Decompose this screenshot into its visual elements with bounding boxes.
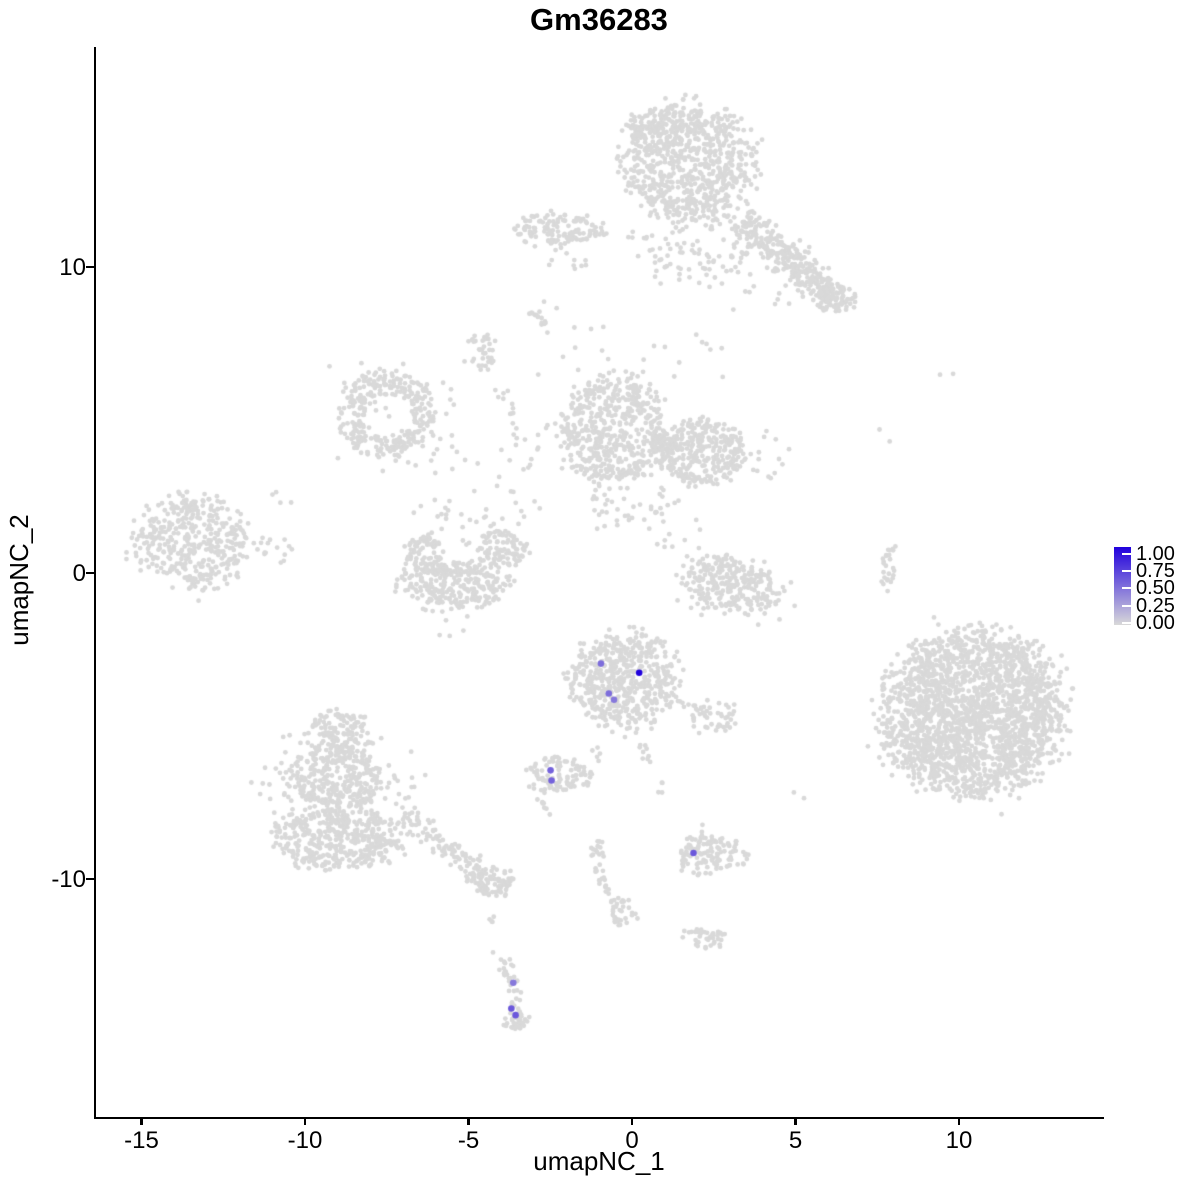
legend-tick-mark [1122, 570, 1131, 573]
legend-tick-mark [1122, 587, 1131, 590]
y-tick-mark [86, 877, 94, 881]
y-tick-mark [86, 265, 94, 269]
plot-title: Gm36283 [530, 2, 668, 37]
x-tick-label: -15 [124, 1127, 159, 1154]
x-tick-label: -5 [457, 1127, 480, 1154]
legend-tick-mark [1122, 553, 1131, 555]
x-tick-mark [467, 1117, 470, 1125]
x-tick-mark [630, 1117, 634, 1125]
legend-tick-label: 0.50 [1136, 577, 1175, 600]
y-tick-label: 10 [59, 254, 86, 281]
legend-tick-label: 0.75 [1136, 560, 1175, 583]
legend-tick-label: 0.00 [1136, 611, 1175, 634]
x-tick-label: -10 [287, 1127, 323, 1154]
legend-tick-mark [1122, 621, 1131, 624]
x-tick-mark [303, 1117, 307, 1125]
legend-tick-mark [1122, 604, 1131, 607]
y-tick-label: -10 [51, 866, 86, 893]
y-axis-label: umapNC_2 [4, 514, 34, 646]
x-tick-label: 10 [945, 1127, 973, 1154]
x-axis-label: umapNC_1 [533, 1146, 665, 1176]
legend-tick-label: 0.25 [1136, 594, 1175, 617]
x-tick-mark [794, 1117, 797, 1125]
legend-tick-label: 1.00 [1136, 543, 1175, 565]
x-tick-mark [140, 1117, 143, 1125]
x-axis-line [94, 1117, 1104, 1119]
y-tick-mark [86, 571, 94, 575]
y-axis-line [94, 47, 96, 1119]
x-tick-label: 0 [625, 1127, 639, 1154]
colorbar-gradient [1114, 547, 1131, 625]
x-tick-label: 5 [788, 1127, 803, 1154]
x-tick-mark [957, 1117, 961, 1125]
y-tick-label: 0 [72, 560, 86, 587]
